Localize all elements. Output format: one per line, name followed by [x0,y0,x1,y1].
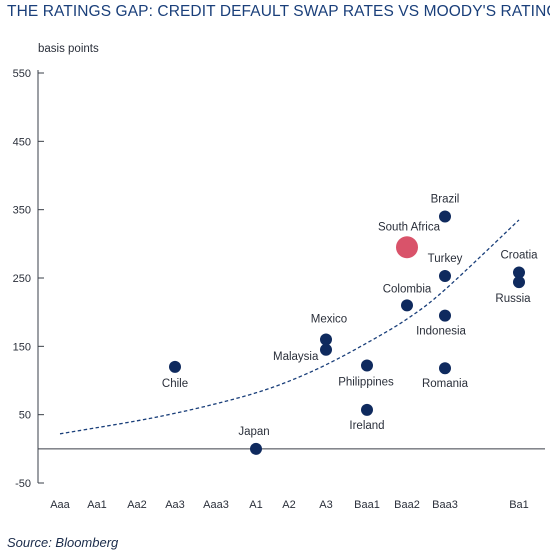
y-tick-label: 50 [19,410,31,422]
scatter-chart: basis points 550 450 350 250 150 50 -50 Aaa Aa1… [13,43,545,511]
point-russia [513,276,525,289]
label-colombia: Colombia [383,283,432,295]
point-croatia [513,266,525,279]
x-tick-label: Aa1 [87,499,107,511]
y-tick-label: -50 [15,478,31,490]
label-ireland: Ireland [349,420,384,432]
point-turkey [439,269,451,282]
x-tick-label: Aa2 [127,499,147,511]
trend-line-path [59,219,520,435]
point-colombia [401,299,413,312]
label-russia: Russia [495,293,531,305]
y-tick-labels: 550 450 350 250 150 50 -50 [13,68,31,490]
point-south-africa [396,236,418,259]
label-malaysia: Malaysia [273,351,319,363]
chart-title: THE RATINGS GAP: CREDIT DEFAULT SWAP RAT… [7,3,550,20]
y-tick-label: 350 [13,205,31,217]
x-tick-labels: Aaa Aa1 Aa2 Aa3 Aaa3 A1 A2 A3 Baa1 Baa2 Baa3 Ba1 [50,499,529,511]
label-philippines: Philippines [338,376,394,388]
x-tick-label: A1 [249,499,262,511]
data-points [169,210,525,455]
point-labels: Brazil Turkey Colombia Indonesia Croatia Russ… [162,194,538,438]
source-note: Source: Bloomberg [7,535,119,550]
point-malaysia [320,343,332,356]
label-south-africa: South Africa [378,221,441,233]
point-philippines [361,359,373,372]
point-romania [439,362,451,375]
label-brazil: Brazil [431,194,460,206]
label-mexico: Mexico [311,314,347,326]
axes [37,70,545,484]
y-tick-label: 550 [13,68,31,80]
point-mexico [320,333,332,346]
y-axis-label: basis points [38,43,99,55]
label-turkey: Turkey [428,253,463,265]
point-indonesia [439,309,451,322]
label-romania: Romania [422,378,469,390]
y-tick-label: 450 [13,136,31,148]
x-tick-label: Ba1 [509,499,529,511]
x-tick-label: Baa3 [432,499,458,511]
point-ireland [361,403,373,416]
x-tick-label: A2 [282,499,295,511]
point-chile [169,360,181,373]
point-brazil [439,210,451,223]
label-chile: Chile [162,378,188,390]
x-tick-label: Aaa3 [203,499,229,511]
x-tick-label: Baa1 [354,499,380,511]
trend-line [59,219,520,435]
point-japan [250,442,262,455]
y-tick-label: 250 [13,273,31,285]
x-tick-label: A3 [319,499,332,511]
x-tick-label: Aa3 [165,499,185,511]
label-croatia: Croatia [500,250,538,262]
label-japan: Japan [238,426,269,438]
y-tick-label: 150 [13,341,31,353]
label-indonesia: Indonesia [416,326,466,338]
x-tick-label: Aaa [50,499,70,511]
x-tick-label: Baa2 [394,499,420,511]
